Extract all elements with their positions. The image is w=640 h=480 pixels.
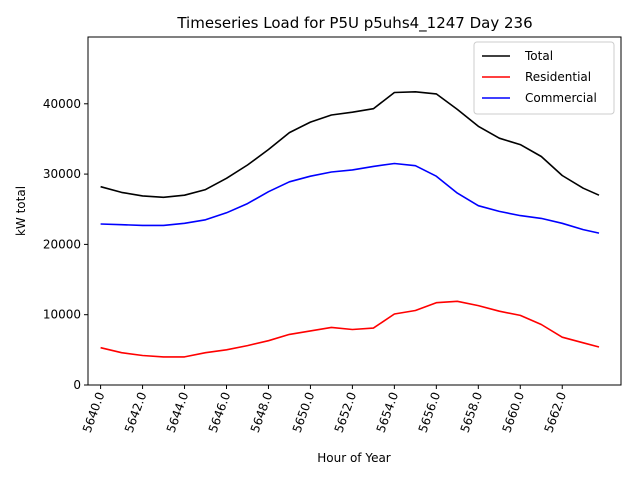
chart-title: Timeseries Load for P5U p5uhs4_1247 Day … [176, 14, 532, 33]
legend-label-residential: Residential [525, 70, 591, 84]
legend: Total Residential Commercial [473, 41, 615, 115]
legend-label-total: Total [524, 49, 553, 63]
y-tick-label: 0 [73, 378, 81, 392]
series-line-residential [100, 300, 600, 358]
series-line-total [100, 91, 600, 199]
x-tick-label: 5662.0 [542, 390, 570, 434]
x-axis-ticks: 5640.0 5642.0 5644.0 5646.0 5648.0 5650.0 5652… [80, 385, 569, 434]
x-tick-label: 5654.0 [374, 390, 402, 434]
x-tick-label: 5648.0 [248, 390, 276, 434]
x-axis-label: Hour of Year [317, 451, 391, 465]
legend-box [473, 41, 615, 115]
x-tick-label: 5650.0 [290, 390, 318, 434]
x-tick-label: 5658.0 [458, 390, 486, 434]
x-tick-label: 5646.0 [206, 390, 234, 434]
y-tick-label: 10000 [43, 308, 81, 322]
x-tick-label: 5656.0 [416, 390, 444, 434]
x-tick-label: 5642.0 [122, 390, 150, 434]
y-axis-ticks: 0 10000 20000 30000 40000 [43, 97, 88, 392]
y-tick-label: 20000 [43, 237, 81, 251]
x-tick-label: 5644.0 [164, 390, 192, 434]
series-lines [100, 91, 600, 358]
x-tick-label: 5652.0 [332, 390, 360, 434]
legend-label-commercial: Commercial [525, 91, 597, 105]
series-line-commercial [100, 162, 600, 234]
y-tick-label: 30000 [43, 167, 81, 181]
plot-frame [87, 36, 622, 386]
y-axis-label: kW total [14, 186, 28, 236]
y-tick-label: 40000 [43, 97, 81, 111]
x-tick-label: 5640.0 [80, 390, 108, 434]
x-tick-label: 5660.0 [500, 390, 528, 434]
